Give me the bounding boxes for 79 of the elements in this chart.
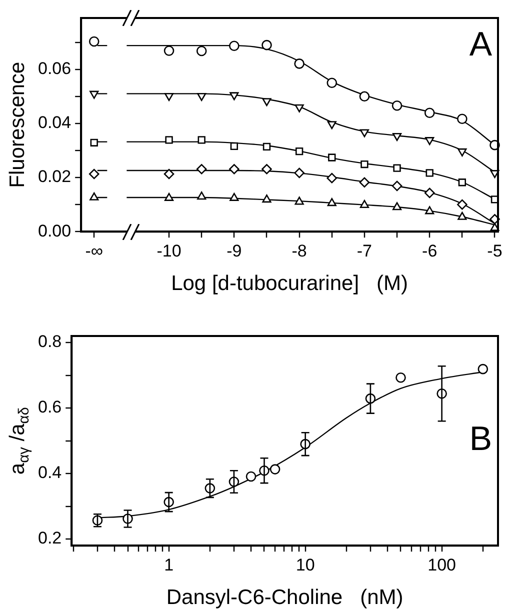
point [328,154,336,162]
point [295,147,304,156]
y-tick-label: 0.4 [38,463,62,482]
point [229,40,240,51]
x-axis-title: Dansyl-C6-Choline (nM) [166,586,404,609]
point [164,168,174,180]
x-tick-label: 10 [296,555,315,574]
point [294,104,304,112]
x-tick-label: 100 [428,555,456,574]
x-tick-label: -7 [356,241,372,260]
point [294,58,304,69]
y-axis-title: aαγ /aαδ [6,407,32,475]
x-tick-label: -6 [422,241,438,260]
y-tick-label: 0.04 [38,113,72,132]
point [458,178,466,186]
y-axis-title: Fluorescence [6,62,29,188]
annotation: B [469,420,492,458]
point [262,194,272,203]
x-tick-label: -8 [292,241,307,260]
point [393,164,401,172]
point [327,198,336,206]
point [230,142,238,150]
point [164,192,174,201]
point [230,192,239,201]
y-tick-label: 0.2 [38,528,62,548]
x-tick-label: -5 [487,241,502,260]
x-tick-label: -9 [226,241,242,260]
x-tick-label: 1 [164,555,174,574]
point [294,168,304,178]
point [392,100,402,111]
point [458,212,467,220]
point [262,98,272,106]
point [88,168,100,180]
x-tick-label: -10 [156,241,182,260]
point [457,199,468,210]
x-tick-label: -∞ [85,241,104,260]
y-tick-label: 0.6 [38,398,62,417]
point [392,132,402,142]
point [230,92,239,100]
point [359,91,370,102]
y-tick-label: 0.02 [38,167,72,186]
point [196,164,207,174]
point [326,78,338,88]
point [294,196,304,205]
point [457,114,468,124]
point [262,164,272,174]
point [424,108,435,118]
point [90,192,99,200]
point [88,36,100,47]
point [197,192,206,200]
point [90,90,99,99]
point [326,172,338,184]
annotation: A [469,25,492,64]
point [197,92,206,102]
point [196,46,207,56]
point [425,206,434,214]
point [392,202,402,210]
point [164,92,174,102]
y-tick-label: 0.06 [38,59,72,78]
point [262,142,271,151]
y-tick-label: 0.00 [38,221,72,240]
point [426,169,434,177]
x-axis-title: Log [d-tubocurarine] (M) [171,272,408,295]
point [424,188,435,198]
point [425,137,434,146]
point [458,148,467,156]
point [327,121,336,130]
point [165,136,173,144]
point [392,180,402,192]
y-tick-label: 0.8 [38,332,62,352]
point [262,40,272,50]
point [90,138,98,146]
point [164,46,174,56]
point [229,164,240,174]
point [360,200,370,208]
point [198,136,206,144]
point [360,160,368,168]
point [360,129,370,138]
point [359,177,370,188]
